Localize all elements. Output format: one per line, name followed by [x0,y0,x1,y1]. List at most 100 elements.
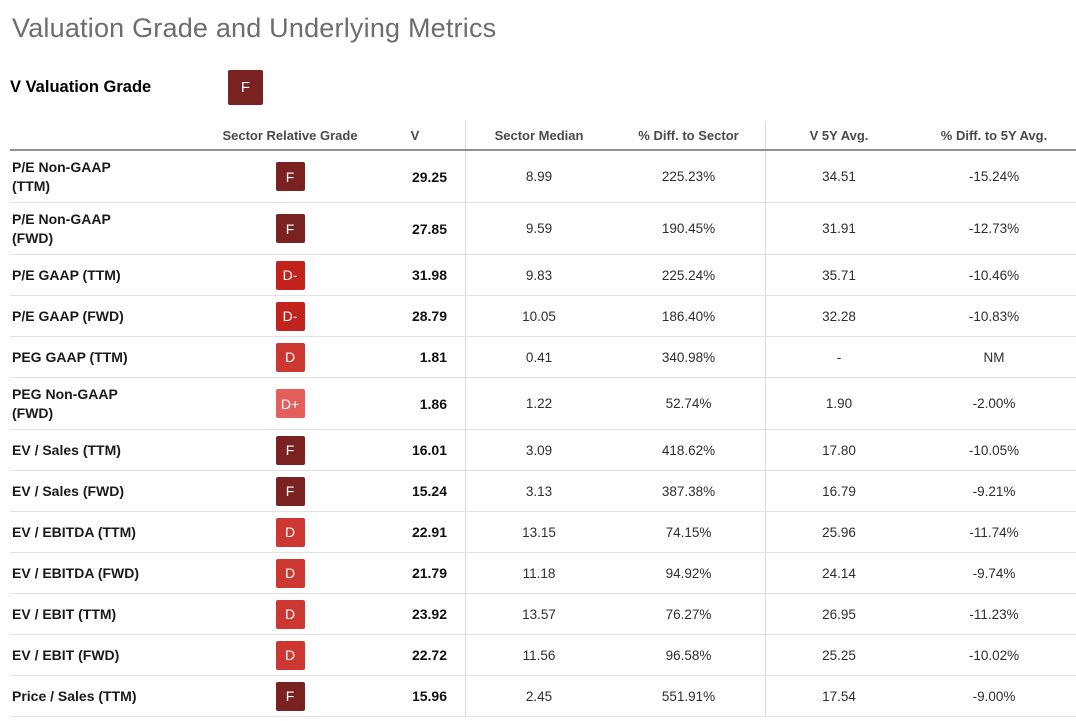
pct-diff-5y-avg-value: -10.83% [968,308,1020,324]
v-value: 16.01 [411,442,447,458]
header-sector-relative-grade: Sector Relative Grade [222,127,358,143]
pct-diff-5y-avg-value: -10.46% [968,267,1020,283]
table-header-row: Sector Relative Grade V Sector Median % … [10,121,1076,151]
grade-badge[interactable]: D [275,558,305,588]
grade-badge[interactable]: D [275,342,305,372]
pct-diff-sector-value: 225.24% [661,267,716,283]
pct-diff-5y-avg-value: -10.02% [968,647,1020,663]
pct-diff-5y-avg-value: -11.23% [969,606,1019,622]
grade-cell: D [215,512,365,552]
grade-cell: D+ [215,378,365,429]
pct-diff-5y-avg-value: NM [983,349,1005,365]
v-5y-avg-value: 16.79 [765,471,912,511]
sector-median-value: 8.99 [465,151,612,202]
valuation-metrics-table: Sector Relative Grade V Sector Median % … [10,121,1076,717]
table-row: EV / Sales (TTM) F 16.01 3.09 418.62% 17… [10,430,1076,471]
grade-badge[interactable]: D [275,599,305,629]
sector-median-value: 3.13 [465,471,612,511]
grade-cell: F [215,676,365,716]
grade-cell: D- [215,255,365,295]
grade-badge[interactable]: D- [275,301,305,331]
grade-cell: F [215,471,365,511]
v-value: 31.98 [411,267,447,283]
sector-median-value: 13.15 [465,512,612,552]
v-5y-avg-value: 17.54 [765,676,912,716]
grade-cell: D [215,337,365,377]
pct-diff-sector-value: 96.58% [665,647,712,663]
v-value: 15.96 [411,688,447,704]
table-row: EV / EBITDA (TTM) D 22.91 13.15 74.15% 2… [10,512,1076,553]
pct-diff-sector-value: 52.74% [665,396,712,411]
pct-diff-sector-value: 387.38% [661,483,716,499]
v-5y-avg-value: 24.14 [765,553,912,593]
sector-median-value: 9.59 [465,203,612,254]
metric-label: P/E Non-GAAP (FWD) [12,210,111,246]
header-pct-diff-5y-avg: % Diff. to 5Y Avg. [940,127,1048,143]
v-5y-avg-value: 35.71 [765,255,912,295]
grade-badge[interactable]: F [275,476,305,506]
grade-badge[interactable]: F [275,681,305,711]
pct-diff-5y-avg-value: -10.05% [968,442,1020,458]
grade-badge[interactable]: F [275,214,305,243]
grade-cell: F [215,430,365,470]
v-value: 1.86 [419,395,447,412]
grade-badge[interactable]: D+ [275,389,305,418]
sector-median-value: 11.18 [465,553,612,593]
header-pct-diff-sector: % Diff. to Sector [638,127,739,143]
header-v: V [410,127,420,143]
table-row: P/E GAAP (TTM) D- 31.98 9.83 225.24% 35.… [10,255,1076,296]
table-row: Price / Sales (TTM) F 15.96 2.45 551.91%… [10,676,1076,717]
grade-badge[interactable]: F [275,162,305,191]
grade-badge[interactable]: D- [275,260,305,290]
metric-label: PEG GAAP (TTM) [12,348,128,365]
pct-diff-5y-avg-value: -9.00% [972,688,1016,704]
grade-cell: F [215,203,365,254]
metric-label: EV / EBIT (TTM) [12,605,117,622]
metric-label: EV / Sales (FWD) [12,482,125,499]
header-v-5y-avg: V 5Y Avg. [765,121,912,149]
grade-badge[interactable]: D [275,517,305,547]
pct-diff-sector-value: 190.45% [661,221,716,236]
metric-label: Price / Sales (TTM) [12,687,137,704]
table-row: EV / Sales (FWD) F 15.24 3.13 387.38% 16… [10,471,1076,512]
pct-diff-sector-value: 76.27% [665,606,712,622]
table-row: PEG GAAP (TTM) D 1.81 0.41 340.98% - NM [10,337,1076,378]
metric-label: P/E GAAP (TTM) [12,266,121,283]
pct-diff-sector-value: 74.15% [665,524,712,540]
grade-cell: F [215,151,365,202]
pct-diff-sector-value: 551.91% [661,688,716,704]
grade-cell: D [215,635,365,675]
v-5y-avg-value: 34.51 [765,151,912,202]
metric-label: P/E Non-GAAP (TTM) [12,158,111,194]
pct-diff-5y-avg-value: -2.00% [972,396,1016,411]
grade-cell: D- [215,296,365,336]
overall-grade-badge[interactable]: F [228,69,263,105]
grade-cell: D [215,553,365,593]
pct-diff-sector-value: 418.62% [661,442,716,458]
metric-label: EV / Sales (TTM) [12,441,121,458]
v-value: 27.85 [411,220,447,237]
v-value: 21.79 [411,565,447,581]
metric-label: PEG Non-GAAP (FWD) [12,385,118,421]
pct-diff-sector-value: 225.23% [661,169,716,184]
section-title: V Valuation Grade [10,77,152,96]
grade-badge[interactable]: D [275,640,305,670]
grade-cell: D [215,594,365,634]
v-value: 15.24 [411,483,447,499]
table-row: PEG Non-GAAP (FWD) D+ 1.86 1.22 52.74% 1… [10,378,1076,430]
page-title: Valuation Grade and Underlying Metrics [12,13,497,43]
v-5y-avg-value: 25.25 [765,635,912,675]
grade-badge[interactable]: F [275,435,305,465]
v-value: 22.91 [411,524,447,540]
sector-median-value: 0.41 [465,337,612,377]
sector-median-value: 3.09 [465,430,612,470]
pct-diff-5y-avg-value: -15.24% [968,169,1020,184]
table-row: EV / EBITDA (FWD) D 21.79 11.18 94.92% 2… [10,553,1076,594]
header-metric [10,121,215,149]
pct-diff-5y-avg-value: -12.73% [968,221,1020,236]
v-value: 29.25 [411,168,447,185]
sector-median-value: 9.83 [465,255,612,295]
v-5y-avg-value: 1.90 [765,378,912,429]
v-5y-avg-value: 31.91 [765,203,912,254]
